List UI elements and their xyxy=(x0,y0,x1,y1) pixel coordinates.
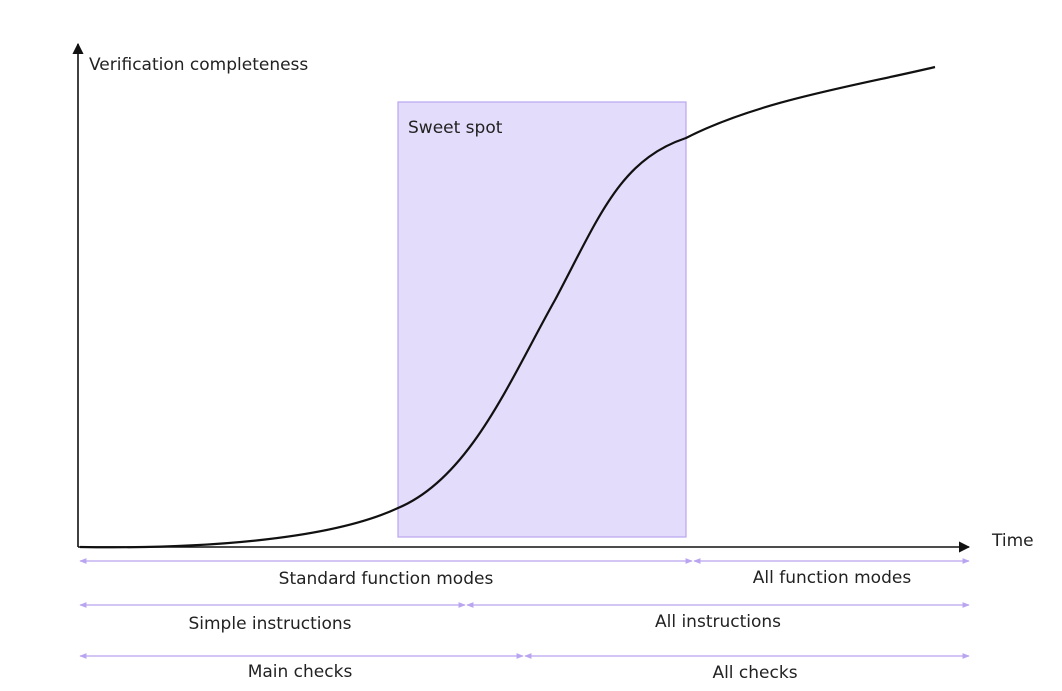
simple-instructions-label: Simple instructions xyxy=(188,614,351,634)
standard-function-modes-label: Standard function modes xyxy=(279,569,494,589)
span-row-instructions: Simple instructions All instructions xyxy=(79,602,970,634)
completeness-curve xyxy=(79,65,936,549)
span-row-checks: Main checks All checks xyxy=(79,653,970,683)
all-function-modes-label: All function modes xyxy=(753,568,912,588)
all-instructions-label: All instructions xyxy=(655,612,781,632)
sweet-spot-region xyxy=(397,101,687,538)
x-axis-label: Time xyxy=(991,531,1034,551)
all-checks-label: All checks xyxy=(712,663,797,683)
main-checks-label: Main checks xyxy=(248,662,353,682)
span-row-function-modes: Standard function modes All function mod… xyxy=(79,558,970,589)
y-axis-label: Verification completeness xyxy=(89,55,308,75)
sweet-spot-label: Sweet spot xyxy=(408,118,503,138)
